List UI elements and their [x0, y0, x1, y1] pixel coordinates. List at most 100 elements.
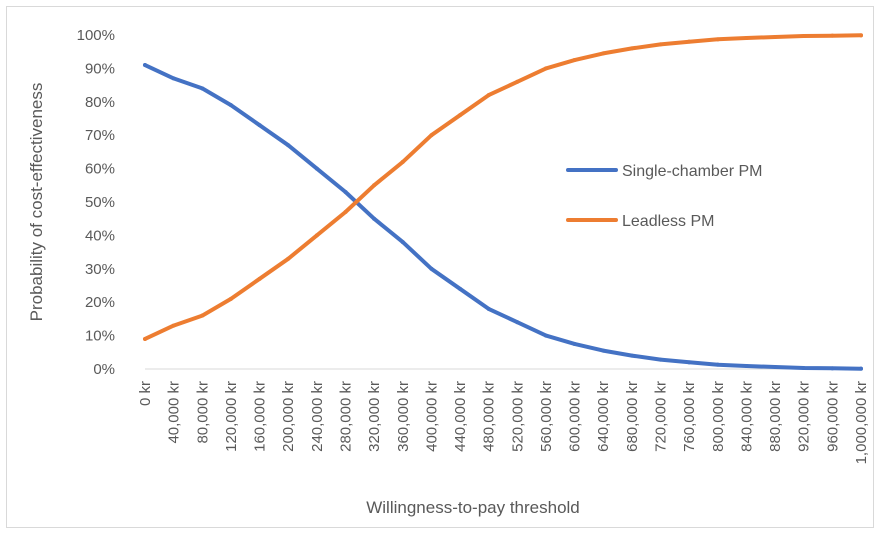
y-tick-label: 80%: [85, 94, 115, 111]
data-point: [429, 266, 434, 271]
data-point: [143, 63, 147, 68]
data-point: [429, 133, 434, 138]
data-point: [543, 333, 548, 338]
x-tick-label: 80,000 kr: [194, 381, 211, 444]
data-point: [171, 76, 176, 81]
x-axis-title: Willingness-to-pay threshold: [366, 498, 580, 517]
x-tick-label: 120,000 kr: [223, 381, 240, 452]
data-point: [773, 364, 778, 369]
data-point: [486, 93, 491, 98]
data-point: [400, 159, 405, 164]
data-point: [171, 323, 176, 328]
data-point: [228, 296, 233, 301]
data-point: [343, 189, 348, 194]
y-axis-ticks: 0% 10% 20% 30% 40% 50% 60% 70% 80% 90% 100%: [77, 27, 115, 378]
data-point: [629, 46, 634, 51]
y-tick-label: 70%: [85, 127, 115, 144]
data-point: [343, 210, 348, 215]
x-tick-label: 640,000 kr: [595, 381, 612, 452]
data-point: [601, 348, 606, 353]
data-point: [314, 233, 319, 238]
x-tick-label: 520,000 kr: [509, 381, 526, 452]
x-tick-label: 320,000 kr: [366, 381, 383, 452]
y-tick-label: 60%: [85, 161, 115, 178]
y-tick-label: 50%: [85, 194, 115, 211]
data-point: [830, 33, 835, 38]
data-point: [801, 34, 806, 39]
data-point: [687, 360, 692, 365]
data-point: [458, 113, 463, 118]
x-tick-label: 280,000 kr: [337, 381, 354, 452]
y-tick-label: 40%: [85, 227, 115, 244]
y-axis-title: Probability of cost-effectiveness: [27, 83, 46, 322]
data-point: [572, 58, 577, 63]
x-tick-label: 40,000 kr: [166, 381, 183, 444]
x-tick-label: 400,000 kr: [423, 381, 440, 452]
data-point: [773, 35, 778, 40]
data-point: [572, 341, 577, 346]
data-point: [458, 286, 463, 291]
x-tick-label: 960,000 kr: [824, 381, 841, 452]
data-point: [715, 362, 720, 367]
data-point: [830, 366, 835, 371]
data-point: [257, 276, 262, 281]
x-tick-label: 0 kr: [137, 381, 154, 406]
x-axis-ticks: 0 kr 40,000 kr 80,000 kr 120,000 kr 160,000 …: [137, 381, 870, 464]
series-lines: [143, 33, 863, 371]
y-tick-label: 10%: [85, 328, 115, 345]
data-point: [257, 123, 262, 128]
legend-label: Leadless PM: [622, 213, 715, 230]
legend: Single-chamber PM Leadless PM: [566, 163, 763, 230]
x-tick-label: 560,000 kr: [538, 381, 555, 452]
data-point: [801, 365, 806, 370]
x-tick-label: 360,000 kr: [395, 381, 412, 452]
series-line: [143, 33, 863, 341]
data-point: [372, 183, 377, 188]
data-point: [200, 86, 205, 91]
data-point: [601, 51, 606, 56]
data-point: [143, 336, 147, 341]
y-tick-label: 20%: [85, 294, 115, 311]
x-tick-label: 200,000 kr: [280, 381, 297, 452]
data-point: [400, 240, 405, 245]
series-1: [143, 33, 863, 341]
x-tick-label: 160,000 kr: [252, 381, 269, 452]
data-point: [228, 103, 233, 108]
x-tick-label: 880,000 kr: [767, 381, 784, 452]
data-point: [200, 313, 205, 318]
x-tick-label: 440,000 kr: [452, 381, 469, 452]
x-tick-label: 760,000 kr: [681, 381, 698, 452]
x-tick-label: 1,000,000 kr: [853, 381, 870, 464]
x-tick-label: 800,000 kr: [710, 381, 727, 452]
series-0: [143, 63, 863, 371]
data-point: [687, 39, 692, 44]
y-tick-label: 100%: [77, 27, 115, 44]
x-tick-label: 680,000 kr: [624, 381, 641, 452]
data-point: [286, 256, 291, 261]
data-point: [286, 143, 291, 148]
x-tick-label: 840,000 kr: [738, 381, 755, 452]
data-point: [314, 166, 319, 171]
data-point: [859, 33, 863, 38]
data-point: [658, 357, 663, 362]
data-point: [515, 320, 520, 325]
y-tick-label: 90%: [85, 60, 115, 77]
y-tick-label: 30%: [85, 261, 115, 278]
data-point: [658, 42, 663, 47]
data-point: [543, 66, 548, 71]
x-tick-label: 600,000 kr: [567, 381, 584, 452]
data-point: [515, 79, 520, 84]
y-tick-label: 0%: [93, 361, 115, 378]
x-tick-label: 720,000 kr: [653, 381, 670, 452]
data-point: [859, 366, 863, 371]
chart-frame: [6, 6, 874, 528]
data-point: [715, 37, 720, 42]
x-tick-label: 920,000 kr: [796, 381, 813, 452]
data-point: [372, 216, 377, 221]
x-tick-label: 480,000 kr: [481, 381, 498, 452]
data-point: [486, 306, 491, 311]
data-point: [744, 363, 749, 368]
data-point: [629, 353, 634, 358]
legend-label: Single-chamber PM: [622, 163, 763, 180]
